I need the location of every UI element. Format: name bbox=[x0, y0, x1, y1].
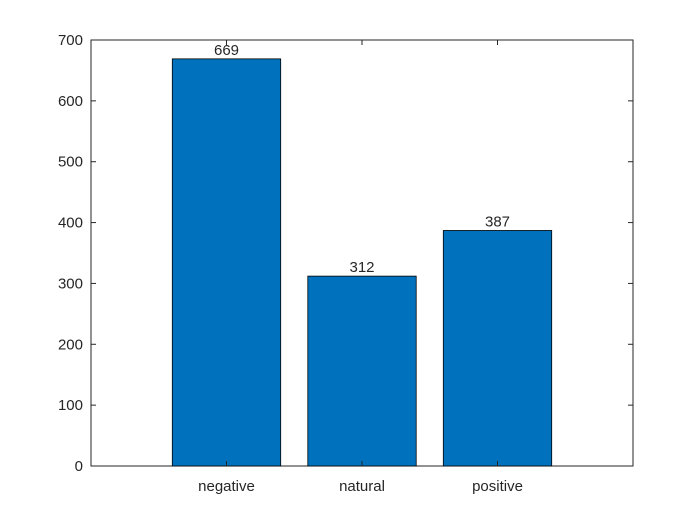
y-tick-label: 400 bbox=[58, 215, 83, 232]
x-tick-label-natural: natural bbox=[339, 478, 385, 495]
y-tick-label: 200 bbox=[58, 336, 83, 353]
y-tick-label: 500 bbox=[58, 154, 83, 171]
y-tick-label: 0 bbox=[75, 458, 83, 475]
x-tick-label-positive: positive bbox=[472, 478, 523, 495]
bar-positive bbox=[442, 230, 553, 467]
data-label-negative: 669 bbox=[214, 42, 239, 59]
bar-natural bbox=[307, 275, 417, 467]
plot-area: 0 100 200 300 400 500 600 700 negative 669 natural… bbox=[58, 32, 634, 495]
data-label-natural: 312 bbox=[349, 259, 374, 276]
y-tick-label: 700 bbox=[58, 32, 83, 49]
y-tick-label: 600 bbox=[58, 93, 83, 110]
y-tick-label: 300 bbox=[58, 275, 83, 292]
data-label-positive: 387 bbox=[485, 213, 510, 230]
x-tick-label-negative: negative bbox=[198, 478, 255, 495]
y-tick-label: 100 bbox=[58, 397, 83, 414]
bar-negative bbox=[171, 58, 282, 467]
